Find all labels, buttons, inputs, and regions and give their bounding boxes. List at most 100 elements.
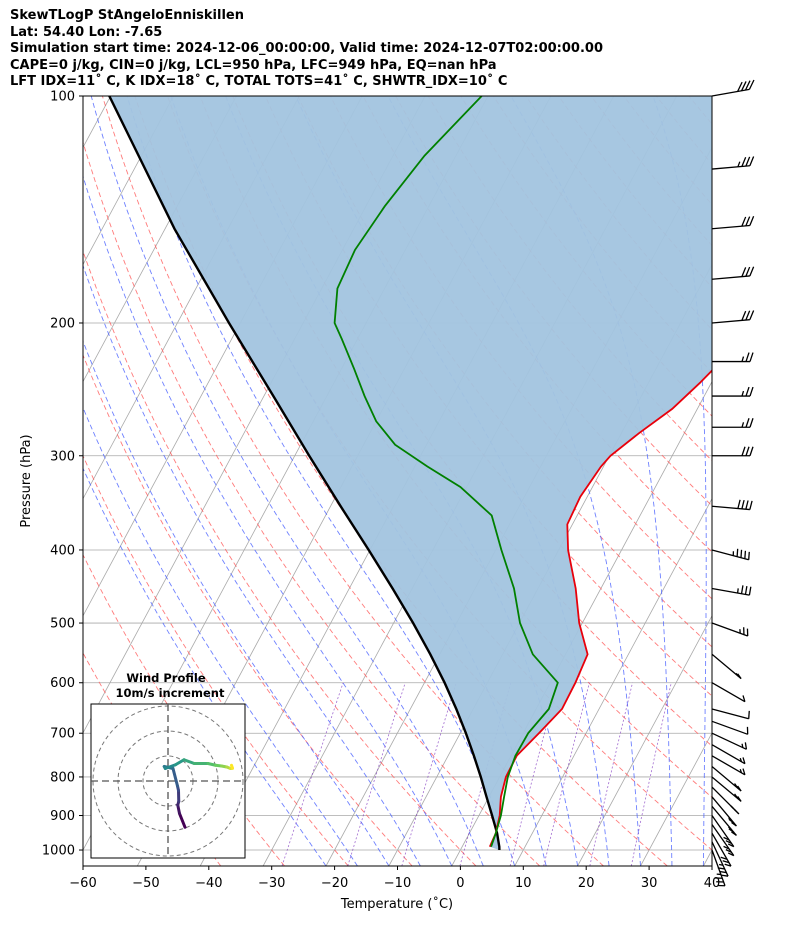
x-tick-label: 30: [641, 876, 658, 891]
wind-barb: [711, 622, 749, 637]
wind-barb: [711, 755, 746, 776]
wind-barb: [711, 499, 753, 511]
hodograph-segment: [230, 763, 234, 770]
y-axis-label: Pressure (hPa): [19, 434, 34, 527]
mixing-ratio-line: [347, 682, 406, 866]
wind-barb: [711, 796, 737, 827]
x-tick-label: 40: [704, 876, 721, 891]
x-tick-label: 10: [515, 876, 532, 891]
hodograph-inset: Wind Profile 10m/s increment: [90, 671, 246, 859]
isotherm-line: [514, 497, 712, 866]
wind-barb: [712, 446, 754, 457]
x-tick-label: −40: [195, 876, 222, 891]
x-tick-label: −10: [384, 876, 411, 891]
x-tick-label: −30: [258, 876, 285, 891]
indices-line: LFT IDX=11˚ C, K IDX=18˚ C, TOTAL TOTS=4…: [10, 74, 508, 89]
mixing-ratio-line: [281, 682, 344, 866]
mixing-ratio-line: [630, 682, 672, 866]
wind-barb: [711, 79, 755, 97]
skewt-plot-area: [82, 79, 755, 887]
y-tick-label: 1000: [42, 844, 75, 859]
moist-adiabat: [652, 96, 707, 866]
wind-barb: [711, 156, 755, 170]
dry-adiabat: [83, 250, 477, 866]
y-tick-label: 900: [50, 809, 75, 824]
y-tick-label: 400: [50, 543, 75, 558]
dewpoint-line: [333, 96, 559, 847]
cape-line: CAPE=0 j/kg, CIN=0 j/kg, LCL=950 hPa, LF…: [10, 57, 497, 73]
wind-barb: [711, 815, 735, 848]
isotherm-line: [703, 849, 712, 866]
parcel-line: [108, 96, 501, 851]
hodograph-title: Wind Profile: [126, 671, 206, 685]
dry-adiabat: [83, 140, 541, 866]
y-tick-label: 100: [50, 90, 75, 105]
dry-adiabat: [83, 353, 413, 866]
chart-header: SkewTLogP StAngeloEnniskillen Lat: 54.40…: [10, 8, 603, 91]
profile-lines: [108, 96, 712, 851]
moist-adiabat: [83, 340, 390, 866]
moist-adiabat: [83, 264, 421, 866]
wind-barb: [711, 310, 755, 324]
wind-barb: [712, 352, 754, 363]
y-tick-label: 500: [50, 617, 75, 632]
isotherm-line: [577, 614, 712, 866]
x-tick-label: −50: [132, 876, 159, 891]
wind-barb: [711, 805, 737, 836]
isotherm-line: [83, 96, 174, 266]
y-tick-label: 200: [50, 316, 75, 331]
wind-barb: [712, 386, 754, 397]
y-tick-label: 800: [50, 770, 75, 785]
moist-adiabat: [83, 467, 327, 866]
wind-barb: [711, 653, 742, 680]
y-tick-label: 700: [50, 727, 75, 742]
wind-barb: [711, 841, 729, 877]
wind-barb: [711, 744, 746, 765]
isotherm-line: [640, 732, 712, 866]
wind-barb: [711, 786, 740, 815]
wind-barb: [711, 708, 750, 720]
moist-adiabat: [90, 96, 484, 866]
x-tick-label: −20: [321, 876, 348, 891]
y-tick-label: 600: [50, 676, 75, 691]
mixing-ratio-line: [459, 682, 512, 866]
chart-title: SkewTLogP StAngeloEnniskillen: [10, 8, 244, 23]
hodograph-segment: [174, 758, 186, 767]
hodograph-subtitle: 10m/s increment: [116, 686, 225, 700]
isotherm-line: [83, 96, 237, 383]
x-tick-label: −60: [69, 876, 96, 891]
moist-adiabat: [83, 406, 358, 866]
hodograph-content: [91, 704, 245, 858]
wind-barbs: [711, 79, 755, 887]
y-tick-label: 300: [50, 449, 75, 464]
wind-barb: [711, 766, 742, 792]
hodograph-segment: [163, 763, 177, 770]
wind-barb: [711, 548, 750, 561]
hodograph-segment: [171, 767, 179, 788]
x-axis-label: Temperature (˚C): [340, 896, 453, 912]
wind-barb: [711, 776, 742, 802]
time-line: Simulation start time: 2024-12-06_00:00:…: [10, 41, 603, 56]
wind-barb: [711, 832, 732, 867]
dry-adiabat: [101, 96, 604, 866]
cin-shade: [109, 96, 712, 850]
x-tick-label: 0: [456, 876, 464, 891]
wind-barb: [711, 266, 755, 280]
mixing-ratio-line: [589, 682, 633, 866]
wind-barb: [711, 720, 749, 735]
hodograph-segment: [182, 758, 196, 765]
wind-barb: [711, 824, 735, 857]
location-line: Lat: 54.40 Lon: -7.65: [10, 24, 163, 40]
mixing-ratio-line: [401, 682, 457, 866]
wind-barb: [711, 215, 755, 230]
wind-barb: [711, 732, 748, 750]
hodograph-segment: [178, 812, 187, 829]
wind-barb: [711, 585, 752, 596]
moist-adiabat: [83, 174, 453, 866]
wind-barb: [712, 418, 754, 428]
mixing-ratio-line: [543, 682, 590, 866]
wind-barb: [711, 682, 746, 703]
axes: Temperature (˚C) Pressure (hPa) 10009008…: [19, 90, 720, 913]
x-tick-label: 20: [578, 876, 595, 891]
